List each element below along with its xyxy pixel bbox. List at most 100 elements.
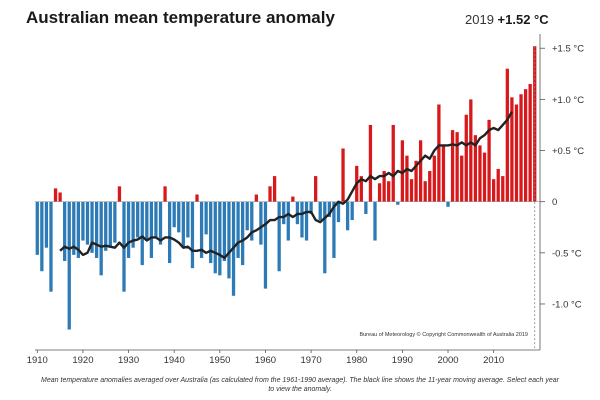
anomaly-bar-1976[interactable] xyxy=(336,201,341,223)
anomaly-bar-1921[interactable] xyxy=(85,201,90,245)
anomaly-bar-1959[interactable] xyxy=(259,201,263,245)
anomaly-bar-1924[interactable] xyxy=(99,201,103,276)
anomaly-bar-1952[interactable] xyxy=(227,201,231,279)
anomaly-bar-2007[interactable] xyxy=(478,145,482,202)
anomaly-bar-2011[interactable] xyxy=(496,168,500,202)
anomaly-bar-1951[interactable] xyxy=(222,201,227,261)
anomaly-bar-1975[interactable] xyxy=(332,201,336,258)
anomaly-bar-1911[interactable] xyxy=(40,201,44,272)
anomaly-bar-1992[interactable] xyxy=(409,179,414,202)
anomaly-bar-1938[interactable] xyxy=(163,186,167,202)
anomaly-bar-1979[interactable] xyxy=(350,201,354,221)
anomaly-bar-1948[interactable] xyxy=(209,201,213,264)
anomaly-bar-2015[interactable] xyxy=(514,104,519,202)
anomaly-bar-2006[interactable] xyxy=(473,135,478,202)
anomaly-bar-1944[interactable] xyxy=(190,201,195,269)
anomaly-bar-1984[interactable] xyxy=(373,201,377,241)
anomaly-bar-1994[interactable] xyxy=(418,140,423,202)
anomaly-bar-2008[interactable] xyxy=(482,152,487,202)
anomaly-bar-2014[interactable] xyxy=(510,97,514,202)
anomaly-bar-1971[interactable] xyxy=(314,176,318,202)
anomaly-bar-1973[interactable] xyxy=(323,201,327,274)
anomaly-bar-1998[interactable] xyxy=(437,104,441,202)
anomaly-bar-1982[interactable] xyxy=(364,201,368,214)
anomaly-bar-1990[interactable] xyxy=(400,140,405,202)
anomaly-bar-1974[interactable] xyxy=(327,201,331,218)
anomaly-bar-1999[interactable] xyxy=(441,145,446,202)
anomaly-bar-1910[interactable] xyxy=(35,201,39,255)
anomaly-bar-1996[interactable] xyxy=(428,170,432,202)
anomaly-bar-1983[interactable] xyxy=(368,124,373,202)
anomaly-bar-1977[interactable] xyxy=(341,148,345,202)
anomaly-bar-2002[interactable] xyxy=(455,132,459,202)
anomaly-bar-1987[interactable] xyxy=(387,181,391,202)
anomaly-bar-1949[interactable] xyxy=(213,201,217,274)
anomaly-bar-1917[interactable] xyxy=(67,201,71,330)
anomaly-bar-1966[interactable] xyxy=(291,196,295,202)
anomaly-bar-1932[interactable] xyxy=(136,201,140,238)
anomaly-bar-1940[interactable] xyxy=(172,201,176,228)
anomaly-bar-1993[interactable] xyxy=(414,160,418,202)
anomaly-bar-1941[interactable] xyxy=(177,201,181,233)
anomaly-bar-1939[interactable] xyxy=(167,201,172,264)
anomaly-bar-2013[interactable] xyxy=(505,68,509,202)
anomaly-bar-1991[interactable] xyxy=(405,155,409,202)
anomaly-bar-1943[interactable] xyxy=(186,201,190,238)
anomaly-bar-1925[interactable] xyxy=(104,201,108,251)
anomaly-bar-1957[interactable] xyxy=(250,201,254,241)
anomaly-bar-1923[interactable] xyxy=(94,201,99,258)
anomaly-bar-1988[interactable] xyxy=(391,124,395,202)
anomaly-bar-1926[interactable] xyxy=(108,201,112,248)
anomaly-bar-1954[interactable] xyxy=(236,201,240,258)
anomaly-bar-1978[interactable] xyxy=(345,201,350,231)
anomaly-bar-2012[interactable] xyxy=(501,176,505,202)
anomaly-bar-1955[interactable] xyxy=(241,201,245,266)
anomaly-bar-1942[interactable] xyxy=(181,201,185,248)
anomaly-bar-1919[interactable] xyxy=(76,201,80,258)
anomaly-bar-1947[interactable] xyxy=(204,201,208,235)
anomaly-bar-1913[interactable] xyxy=(49,201,53,292)
anomaly-bar-2009[interactable] xyxy=(487,119,491,202)
anomaly-bar-2010[interactable] xyxy=(492,179,496,202)
anomaly-bar-1933[interactable] xyxy=(140,201,144,266)
anomaly-bar-1936[interactable] xyxy=(154,201,158,238)
anomaly-bar-1961[interactable] xyxy=(268,186,272,202)
anomaly-bar-1956[interactable] xyxy=(245,201,249,231)
anomaly-bar-1937[interactable] xyxy=(158,201,163,245)
anomaly-bar-1969[interactable] xyxy=(304,201,309,241)
anomaly-bar-1960[interactable] xyxy=(263,201,268,289)
anomaly-bar-2018[interactable] xyxy=(528,84,532,202)
anomaly-bar-1950[interactable] xyxy=(218,201,222,276)
anomaly-bar-2016[interactable] xyxy=(519,94,523,202)
anomaly-bar-2001[interactable] xyxy=(450,130,455,202)
anomaly-bar-1962[interactable] xyxy=(272,176,277,202)
anomaly-bar-1928[interactable] xyxy=(117,186,122,202)
anomaly-bar-1914[interactable] xyxy=(53,188,58,202)
anomaly-bar-1981[interactable] xyxy=(359,176,363,202)
anomaly-bar-1972[interactable] xyxy=(318,201,322,221)
anomaly-bar-1935[interactable] xyxy=(149,201,154,258)
anomaly-bar-1915[interactable] xyxy=(58,192,62,202)
anomaly-bar-1986[interactable] xyxy=(382,170,386,202)
anomaly-bar-1922[interactable] xyxy=(90,201,94,253)
anomaly-bar-1920[interactable] xyxy=(81,201,85,241)
anomaly-bar-1989[interactable] xyxy=(396,201,400,205)
anomaly-bar-1927[interactable] xyxy=(113,201,117,243)
anomaly-bar-1968[interactable] xyxy=(300,201,304,238)
anomaly-bar-1958[interactable] xyxy=(254,194,258,202)
anomaly-bar-1916[interactable] xyxy=(63,201,67,261)
anomaly-bar-1964[interactable] xyxy=(282,201,286,225)
anomaly-bar-1970[interactable] xyxy=(309,201,313,214)
anomaly-bar-1985[interactable] xyxy=(377,183,382,202)
anomaly-bar-2003[interactable] xyxy=(460,155,464,202)
anomaly-bar-1945[interactable] xyxy=(195,194,199,202)
anomaly-bar-1963[interactable] xyxy=(277,201,281,272)
anomaly-bar-1946[interactable] xyxy=(199,201,204,258)
anomaly-bar-2005[interactable] xyxy=(469,99,473,202)
anomaly-bar-1997[interactable] xyxy=(432,155,436,202)
anomaly-bar-1931[interactable] xyxy=(131,201,135,248)
anomaly-bar-1934[interactable] xyxy=(145,201,149,241)
anomaly-bar-2000[interactable] xyxy=(446,201,450,207)
anomaly-bar-2017[interactable] xyxy=(523,89,528,202)
anomaly-bar-1995[interactable] xyxy=(423,181,427,202)
